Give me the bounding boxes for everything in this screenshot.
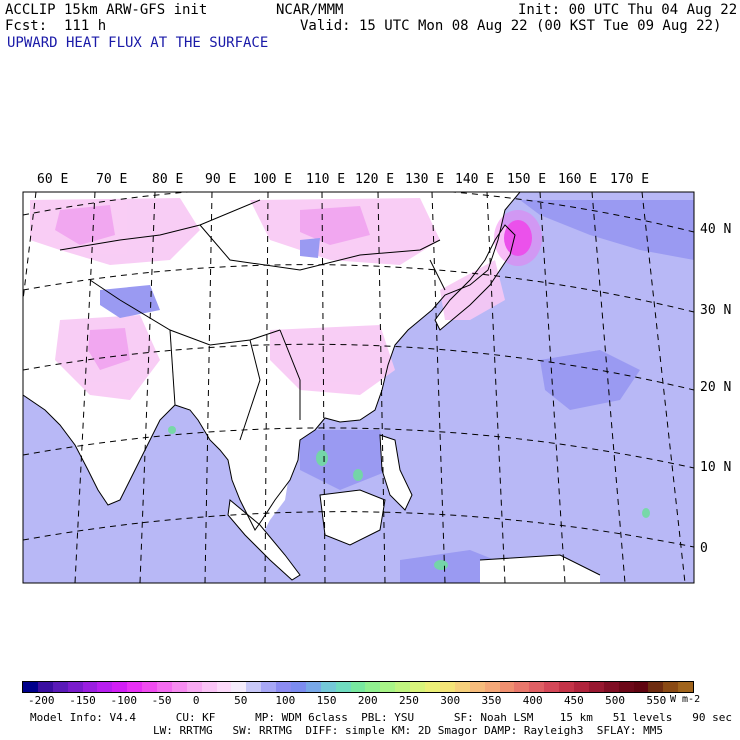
longitude-label: 160 E (558, 172, 598, 187)
colorbar-swatch (142, 682, 158, 692)
colorbar-swatch (559, 682, 574, 692)
map-frame (22, 191, 695, 584)
colorbar-tick-label: 0 (192, 694, 200, 707)
colorbar-swatch (380, 682, 396, 692)
longitude-label: 60 E (37, 172, 69, 187)
colorbar-swatch (484, 682, 500, 692)
colorbar-swatch (648, 682, 664, 692)
colorbar-tick-label: -50 (151, 694, 172, 707)
colorbar-tick-label: 550 (646, 694, 667, 707)
colorbar-swatch (678, 682, 694, 692)
colorbar-swatch (529, 682, 545, 692)
colorbar-swatch (469, 682, 485, 692)
colorbar-unit: W m-2 (670, 694, 701, 705)
colorbar-tick-label: 500 (605, 694, 626, 707)
colorbar-swatch (395, 682, 411, 692)
forecast-hour: Fcst: 111 h (5, 18, 107, 34)
colorbar-swatch (454, 682, 470, 692)
colorbar-swatch (573, 682, 589, 692)
model-info-line2: LW: RRTMG SW: RRTMG DIFF: simple KM: 2D … (153, 724, 663, 737)
colorbar-tick-label: 250 (399, 694, 419, 707)
colorbar-swatch (320, 682, 336, 692)
colorbar-swatch (514, 682, 530, 692)
colorbar-tick-label: -150 (69, 694, 96, 707)
model-info-line1: Model Info: V4.4 CU: KF MP: WDM 6class P… (30, 711, 732, 724)
colorbar-tick-label: 200 (357, 694, 378, 707)
colorbar-swatch (201, 682, 217, 692)
magenta-hotspot (504, 220, 532, 256)
colorbar-swatch (186, 682, 202, 692)
latitude-label: 30 N (700, 303, 732, 318)
latitude-label: 0 (700, 541, 708, 556)
colorbar-tick-label: -200 (28, 694, 55, 707)
colorbar-swatch (67, 682, 83, 692)
colorbar-swatch (37, 682, 53, 692)
graticule (23, 192, 694, 583)
colorbar-tick-label: 50 (234, 694, 248, 707)
organization-label: NCAR/MMM (276, 2, 344, 18)
land-sumatra (228, 500, 300, 580)
colorbar-swatch (291, 682, 306, 692)
colorbar-tick-label: 450 (563, 694, 584, 707)
colorbar-swatch (499, 682, 515, 692)
colorbar-tick-label: 150 (316, 694, 337, 707)
colorbar-tick-label: 100 (275, 694, 296, 707)
colorbar-swatch (603, 682, 619, 692)
colorbar-swatch (365, 682, 381, 692)
longitude-label: 90 E (205, 172, 237, 187)
colorbar-tick-label: 400 (522, 694, 543, 707)
init-time: Init: 00 UTC Thu 04 Aug 22 (518, 2, 738, 18)
colorbar-swatch (231, 682, 247, 692)
colorbar-swatch (171, 682, 187, 692)
colorbar-swatch (52, 682, 68, 692)
colorbar-swatch (663, 682, 679, 692)
colorbar-swatch (23, 682, 38, 692)
longitude-label: 120 E (355, 172, 395, 187)
colorbar-swatch (350, 682, 366, 692)
valid-time: Valid: 15 UTC Mon 08 Aug 22 (00 KST Tue … (300, 18, 722, 34)
colorbar-tick-label: 300 (440, 694, 461, 707)
colorbar-swatch (97, 682, 113, 692)
longitude-label: 140 E (455, 172, 495, 187)
colorbar-swatch (425, 682, 440, 692)
longitude-label: 130 E (405, 172, 445, 187)
longitude-label: 80 E (152, 172, 184, 187)
colorbar-swatch (261, 682, 277, 692)
colorbar-swatch (305, 682, 321, 692)
colorbar-tick-label: 350 (481, 694, 502, 707)
latitude-label: 10 N (700, 460, 732, 475)
colorbar-swatch (276, 682, 292, 692)
colorbar-swatch (544, 682, 560, 692)
colorbar-swatch (588, 682, 604, 692)
longitude-label: 150 E (507, 172, 547, 187)
longitude-label: 70 E (96, 172, 128, 187)
colorbar-swatch (112, 682, 128, 692)
colorbar (22, 681, 694, 693)
colorbar-swatch (246, 682, 262, 692)
colorbar-swatch (410, 682, 426, 692)
longitude-label: 170 E (610, 172, 650, 187)
longitude-label: 100 E (253, 172, 293, 187)
colorbar-swatch (335, 682, 351, 692)
model-title: ACCLIP 15km ARW-GFS init (5, 2, 208, 18)
colorbar-swatch (633, 682, 649, 692)
colorbar-tick-label: -100 (110, 694, 137, 707)
land-philippines (380, 435, 412, 510)
field-title: UPWARD HEAT FLUX AT THE SURFACE (7, 35, 269, 51)
latitude-label: 20 N (700, 380, 732, 395)
latitude-label: 40 N (700, 222, 732, 237)
longitude-label: 110 E (306, 172, 346, 187)
land-peninsula (245, 440, 290, 535)
land-newguinea (480, 555, 600, 583)
colorbar-swatch (127, 682, 143, 692)
colorbar-swatch (439, 682, 455, 692)
colorbar-swatch (157, 682, 172, 692)
colorbar-swatch (618, 682, 634, 692)
colorbar-swatch (82, 682, 98, 692)
colorbar-swatch (216, 682, 232, 692)
land-borneo (320, 490, 385, 545)
